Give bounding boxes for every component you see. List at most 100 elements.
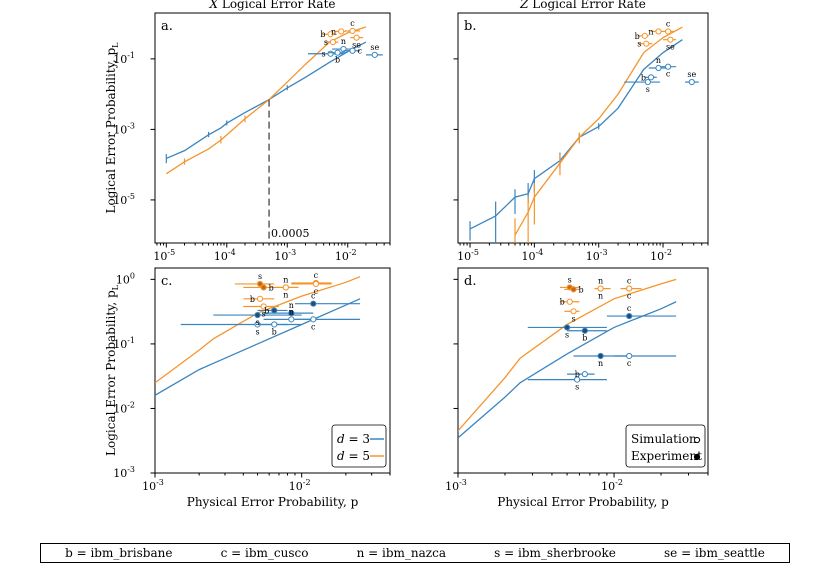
series-line-d5 [514, 26, 683, 236]
device-point-open [312, 280, 320, 288]
device-label: b [641, 73, 646, 82]
device-point-open [643, 40, 650, 47]
device-label: n [289, 301, 294, 310]
plot-frame [154, 267, 391, 474]
legend-markers: Simulation Experiment [625, 424, 706, 468]
device-label: s [262, 309, 266, 318]
x-tick-label: 10-3 [445, 478, 467, 493]
device-label: s [258, 272, 262, 281]
panel-label: b. [464, 19, 476, 34]
x-tick-label: 10-2 [289, 478, 311, 493]
panel-title: Z Logical Error Rate [519, 0, 646, 11]
device-label: c [666, 19, 671, 28]
device-key: b = ibm_brisbane c = ibm_cusco n = ibm_n… [40, 543, 790, 563]
x-tick-label: 10-3 [142, 478, 164, 493]
device-point-open [574, 376, 581, 383]
device-point-open [597, 285, 604, 292]
device-label: c [311, 292, 316, 301]
device-label: s [646, 85, 650, 94]
device-point-open [641, 32, 648, 39]
x-axis-label: Physical Error Probability, p [187, 495, 359, 509]
device-point-open [626, 352, 633, 360]
series-line-d3 [166, 41, 367, 160]
device-point-filled [254, 311, 261, 319]
x-tick-label: 10-4 [521, 248, 543, 263]
legend-marker-open [693, 436, 701, 444]
device-label: s [575, 383, 579, 392]
plot-area [458, 278, 677, 439]
threshold-label: 0.0005 [271, 227, 310, 240]
device-label: se [666, 43, 675, 52]
device-label: c [627, 359, 632, 368]
y-tick-label: 10-3 [113, 465, 135, 480]
device-label: n [598, 359, 603, 368]
device-label: s [255, 318, 259, 327]
device-point-open [667, 36, 674, 43]
legend-label-filled: Experiment [631, 449, 702, 463]
series-line-d3 [155, 298, 361, 396]
x-tick-label: 10-5 [153, 248, 175, 263]
y-tick-label: 100 [116, 271, 135, 286]
device-label: n [656, 56, 661, 65]
x-tick-label: 10-2 [650, 248, 672, 263]
key-entry-brisbane: b = ibm_brisbane [65, 546, 173, 560]
device-label: se [370, 43, 379, 52]
device-label: n [283, 290, 288, 299]
device-label: se [687, 70, 696, 79]
device-point-open [570, 308, 577, 315]
device-point-filled [310, 300, 317, 307]
series-line-d3 [458, 301, 677, 439]
device-label: s [565, 330, 569, 339]
legend-frame [625, 424, 706, 468]
device-point-open [288, 316, 295, 323]
device-point-open [271, 321, 278, 328]
device-point-open [282, 284, 289, 291]
device-label: c [311, 322, 316, 331]
device-point-open [581, 371, 588, 378]
device-point-filled [570, 286, 577, 293]
device-label: b [320, 30, 325, 39]
device-point-open [256, 295, 264, 302]
panel-label: c. [161, 274, 172, 289]
device-label: c [314, 271, 319, 280]
legend-marker-filled [693, 453, 701, 461]
panel-label: a. [161, 19, 173, 34]
device-point-open [665, 28, 672, 35]
device-label: b [272, 327, 277, 336]
panel-title: X Logical Error Rate [209, 0, 336, 11]
series-line-d3 [469, 39, 683, 230]
device-point-open [327, 50, 334, 57]
panel-d: 10-3 10-2 Physical Error Probability, p d. s… [445, 267, 709, 509]
y-axis-label: Logical Error Probability, pL [104, 42, 120, 214]
key-entry-cusco: c = ibm_cusco [220, 546, 309, 560]
device-label: s [255, 327, 259, 336]
device-point-open [327, 31, 334, 38]
device-point-filled [256, 280, 264, 288]
device-point-open [371, 51, 378, 58]
plot-area [155, 276, 361, 396]
x-axis-label: Physical Error Probability, p [497, 495, 669, 509]
device-label: s [637, 40, 641, 49]
plot-frame [457, 267, 709, 474]
x-tick-label: 10-2 [601, 478, 623, 493]
x-tick-label: 10-2 [335, 248, 357, 263]
device-label: s [324, 38, 328, 47]
device-label: b [575, 370, 580, 379]
device-label: c [627, 292, 632, 301]
device-point-filled [581, 327, 588, 334]
device-label: s [321, 50, 325, 59]
device-label: n [598, 277, 603, 286]
device-label: n [341, 37, 346, 46]
device-point-open [566, 298, 573, 305]
device-point-filled [271, 307, 278, 314]
panel-b: 10-5 10-4 10-3 10-2Z Logical Error Rateb.bs… [453, 0, 709, 263]
device-label: b [269, 283, 274, 292]
device-point-open [310, 316, 317, 323]
device-label: n [289, 307, 294, 316]
device-point-open [349, 47, 356, 54]
device-label: s [568, 275, 572, 284]
device-label: se [352, 41, 361, 50]
device-point-open [353, 34, 360, 41]
